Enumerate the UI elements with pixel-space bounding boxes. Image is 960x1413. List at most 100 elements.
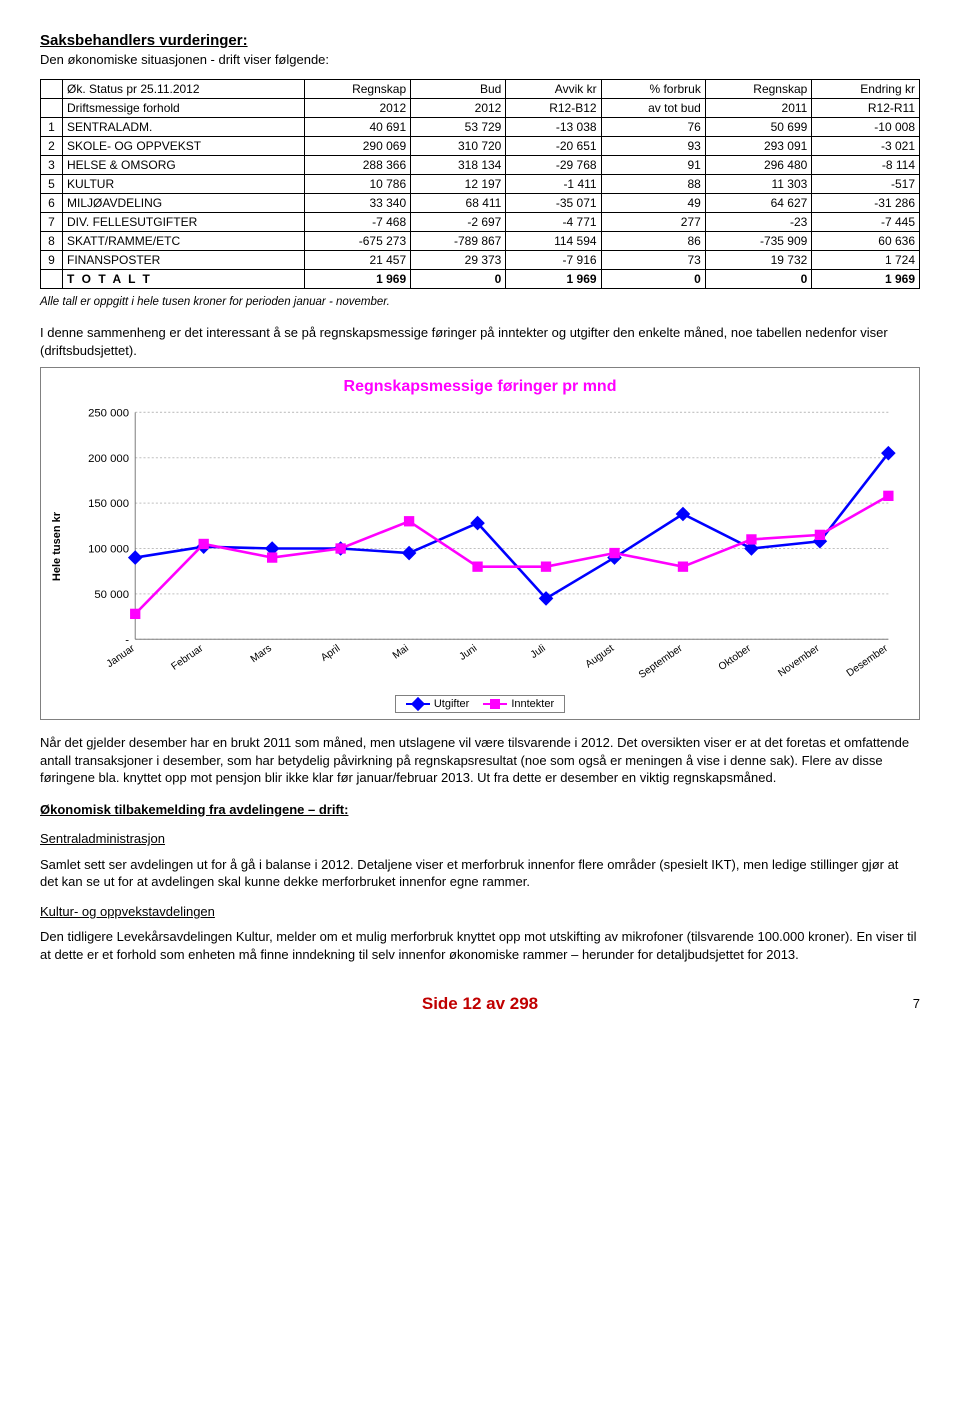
chart-svg: -50 000100 000150 000200 000250 000Janua… xyxy=(63,402,909,691)
table-header-cell: Øk. Status pr 25.11.2012 xyxy=(63,79,305,98)
row-index: 7 xyxy=(41,212,63,231)
row-value: -7 468 xyxy=(304,212,411,231)
table-header: Øk. Status pr 25.11.2012RegnskapBudAvvik… xyxy=(41,79,920,117)
table-header-cell: R12-R11 xyxy=(812,98,920,117)
row-value: 19 732 xyxy=(705,250,812,269)
total-value: 1 969 xyxy=(812,269,920,288)
svg-text:150 000: 150 000 xyxy=(88,498,129,510)
svg-text:April: April xyxy=(319,643,342,664)
table-row: 6MILJØAVDELING33 34068 411-35 0714964 62… xyxy=(41,193,920,212)
svg-text:50 000: 50 000 xyxy=(94,589,129,601)
table-header-cell: Regnskap xyxy=(705,79,812,98)
row-value: 88 xyxy=(601,174,705,193)
table-header-cell: 2012 xyxy=(304,98,411,117)
row-label: KULTUR xyxy=(63,174,305,193)
row-value: 21 457 xyxy=(304,250,411,269)
row-index: 1 xyxy=(41,117,63,136)
row-value: -1 411 xyxy=(506,174,601,193)
para-after-chart: Når det gjelder desember har en brukt 20… xyxy=(40,734,920,787)
row-index: 5 xyxy=(41,174,63,193)
row-label: SENTRALADM. xyxy=(63,117,305,136)
section-heading: Sentraladministrasjon xyxy=(40,830,920,848)
svg-text:Oktober: Oktober xyxy=(717,643,754,673)
budget-table: Øk. Status pr 25.11.2012RegnskapBudAvvik… xyxy=(40,79,920,289)
total-value: 0 xyxy=(705,269,812,288)
row-label: DIV. FELLESUTGIFTER xyxy=(63,212,305,231)
row-value: -3 021 xyxy=(812,136,920,155)
row-value: 76 xyxy=(601,117,705,136)
table-header-cell: R12-B12 xyxy=(506,98,601,117)
table-row: 7DIV. FELLESUTGIFTER-7 468-2 697-4 77127… xyxy=(41,212,920,231)
svg-text:Desember: Desember xyxy=(845,643,891,680)
table-header-cell xyxy=(41,79,63,98)
row-value: 114 594 xyxy=(506,231,601,250)
table-row: 3HELSE & OMSORG288 366318 134-29 7689129… xyxy=(41,155,920,174)
row-value: 53 729 xyxy=(411,117,506,136)
row-value: 318 134 xyxy=(411,155,506,174)
row-value: 290 069 xyxy=(304,136,411,155)
row-value: 93 xyxy=(601,136,705,155)
table-header-cell: Avvik kr xyxy=(506,79,601,98)
row-value: 29 373 xyxy=(411,250,506,269)
para-before-chart: I denne sammenheng er det interessant å … xyxy=(40,324,920,359)
total-value: 0 xyxy=(411,269,506,288)
footer-side: Side 12 av 298 xyxy=(422,994,538,1013)
section-heading: Kultur- og oppvekstavdelingen xyxy=(40,903,920,921)
intro-text: Den økonomiske situasjonen - drift viser… xyxy=(40,51,920,69)
svg-text:Juli: Juli xyxy=(529,643,548,661)
chart-legend: Utgifter Inntekter xyxy=(395,695,565,713)
row-value: 86 xyxy=(601,231,705,250)
svg-text:Juni: Juni xyxy=(457,643,479,663)
total-label: T O T A L T xyxy=(63,269,305,288)
row-index: 2 xyxy=(41,136,63,155)
row-value: -7 445 xyxy=(812,212,920,231)
total-value: 1 969 xyxy=(506,269,601,288)
row-value: 33 340 xyxy=(304,193,411,212)
svg-text:November: November xyxy=(776,643,822,680)
table-header-cell xyxy=(41,98,63,117)
row-value: -31 286 xyxy=(812,193,920,212)
row-value: 73 xyxy=(601,250,705,269)
table-note: Alle tall er oppgitt i hele tusen kroner… xyxy=(40,295,920,311)
svg-text:250 000: 250 000 xyxy=(88,408,129,420)
row-value: -789 867 xyxy=(411,231,506,250)
table-row: 9FINANSPOSTER21 45729 373-7 9167319 7321… xyxy=(41,250,920,269)
row-value: -735 909 xyxy=(705,231,812,250)
total-value: 1 969 xyxy=(304,269,411,288)
legend-label: Utgifter xyxy=(434,698,469,710)
svg-text:Mars: Mars xyxy=(249,643,274,665)
row-value: 64 627 xyxy=(705,193,812,212)
svg-text:100 000: 100 000 xyxy=(88,544,129,556)
row-value: 293 091 xyxy=(705,136,812,155)
row-label: FINANSPOSTER xyxy=(63,250,305,269)
table-header-cell: 2011 xyxy=(705,98,812,117)
feedback-heading: Økonomisk tilbakemelding fra avdelingene… xyxy=(40,801,920,819)
row-index: 3 xyxy=(41,155,63,174)
page-footer: Side 12 av 298 7 xyxy=(40,994,920,1014)
svg-text:September: September xyxy=(637,643,685,681)
chart-container: Regnskapsmessige føringer pr mnd Hele tu… xyxy=(40,367,920,720)
row-value: 68 411 xyxy=(411,193,506,212)
row-value: 288 366 xyxy=(304,155,411,174)
svg-text:Februar: Februar xyxy=(170,643,206,673)
table-row: 2SKOLE- OG OPPVEKST290 069310 720-20 651… xyxy=(41,136,920,155)
table-header-cell: 2012 xyxy=(411,98,506,117)
row-value: 91 xyxy=(601,155,705,174)
table-body: 1SENTRALADM.40 69153 729-13 0387650 699-… xyxy=(41,117,920,288)
row-value: 49 xyxy=(601,193,705,212)
section-body: Den tidligere Levekårsavdelingen Kultur,… xyxy=(40,928,920,963)
row-label: MILJØAVDELING xyxy=(63,193,305,212)
section-body: Samlet sett ser avdelingen ut for å gå i… xyxy=(40,856,920,891)
chart-ylabel: Hele tusen kr xyxy=(51,512,63,581)
legend-item: Inntekter xyxy=(483,698,554,710)
row-value: 10 786 xyxy=(304,174,411,193)
row-value: -517 xyxy=(812,174,920,193)
row-value: -23 xyxy=(705,212,812,231)
row-value: 60 636 xyxy=(812,231,920,250)
page-title: Saksbehandlers vurderinger: xyxy=(40,32,920,49)
row-value: -29 768 xyxy=(506,155,601,174)
row-value: 11 303 xyxy=(705,174,812,193)
row-value: 310 720 xyxy=(411,136,506,155)
row-value: -2 697 xyxy=(411,212,506,231)
table-header-cell: Driftsmessige forhold xyxy=(63,98,305,117)
